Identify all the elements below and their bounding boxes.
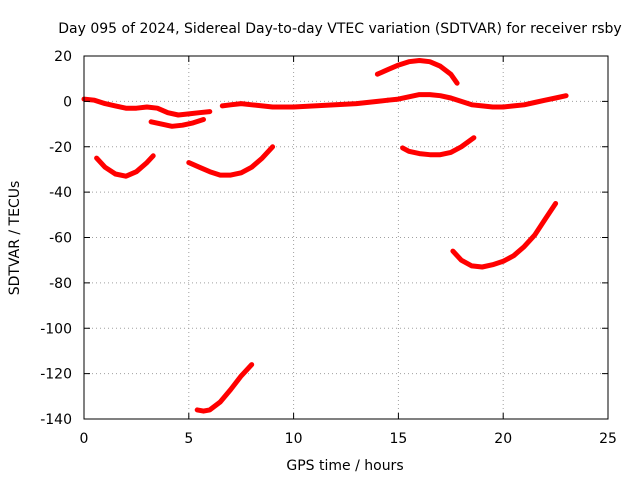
y-tick-label: -100 (40, 321, 72, 337)
y-tick-label: 20 (54, 49, 72, 65)
series-line-arc-lower-1 (148, 117, 206, 129)
y-tick-label: -60 (49, 231, 72, 247)
x-tick-label: 10 (285, 431, 303, 447)
x-tick-label: 25 (599, 431, 617, 447)
series-line-arc-c (400, 135, 477, 158)
x-tick-label: 5 (184, 431, 193, 447)
x-tick-label: 15 (389, 431, 407, 447)
y-axis-label: SDTVAR / TECUs (7, 181, 23, 296)
ticks-layer: 0 5 10 15 20 25 20 0 -20 -40 -60 -80 -100 -120 -140 (40, 49, 617, 447)
series-line-arc-near-zero-2 (219, 97, 391, 110)
series-line-arc-b (186, 144, 276, 178)
y-tick-label: -40 (49, 185, 72, 201)
x-axis-label: GPS time / hours (286, 458, 403, 474)
series-line-arc-near-zero-3 (385, 92, 569, 110)
grid-layer (84, 56, 608, 419)
x-tick-label: 0 (80, 431, 89, 447)
y-tick-label: 0 (63, 94, 72, 110)
y-tick-label: -20 (49, 140, 72, 156)
series-layer (81, 58, 569, 414)
series-line-arc-top (374, 58, 460, 86)
series-line-arc-near-zero-1 (81, 96, 213, 118)
series-line-arc-d (450, 201, 559, 270)
x-tick-label: 20 (494, 431, 512, 447)
y-tick-label: -120 (40, 367, 72, 383)
chart-title: Day 095 of 2024, Sidereal Day-to-day VTE… (58, 21, 621, 37)
y-tick-label: -80 (49, 276, 72, 292)
y-tick-label: -140 (40, 412, 72, 428)
series-line-arc-e (194, 362, 255, 414)
series-line-arc-a (94, 153, 156, 179)
